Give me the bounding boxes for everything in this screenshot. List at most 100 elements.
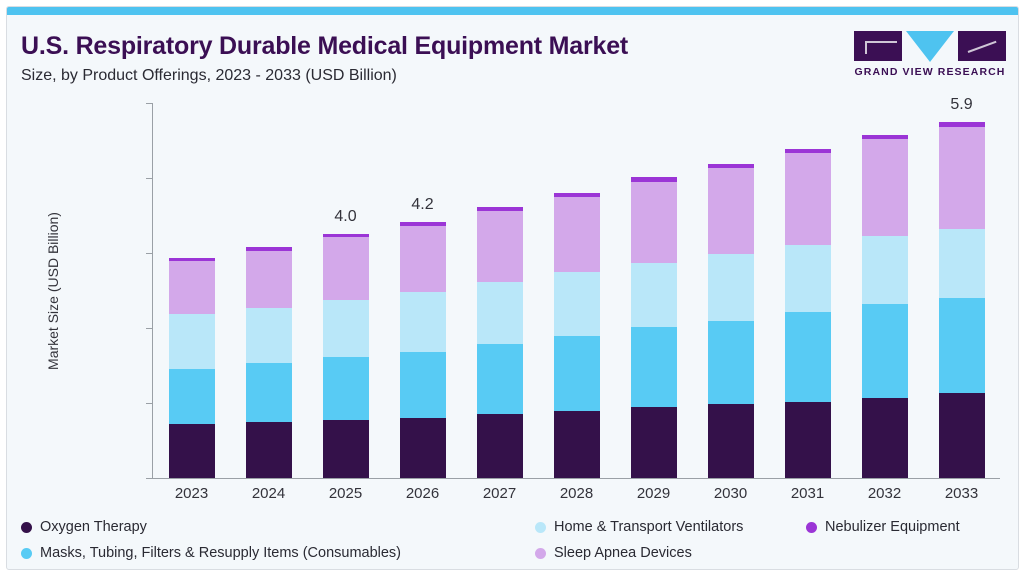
- bar-segment[interactable]: [861, 304, 908, 398]
- x-axis-tick-label: 2023: [174, 485, 209, 502]
- bar-segment[interactable]: [784, 148, 831, 153]
- bar-segment[interactable]: [399, 292, 446, 353]
- stacked-bar[interactable]: [938, 122, 985, 478]
- bar-segment[interactable]: [245, 247, 292, 251]
- bar-segment[interactable]: [245, 308, 292, 363]
- bar-segment[interactable]: [168, 368, 215, 425]
- bar-group-2032[interactable]: [861, 103, 908, 478]
- bar-segment[interactable]: [630, 177, 677, 182]
- bar-segment[interactable]: [630, 327, 677, 408]
- bar-segment[interactable]: [553, 411, 600, 478]
- bar-group-2030[interactable]: [707, 103, 754, 478]
- bar-segment[interactable]: [322, 419, 369, 478]
- x-axis-tick-label: 2024: [251, 485, 286, 502]
- legend-label: Home & Transport Ventilators: [554, 519, 744, 535]
- bar-segment[interactable]: [707, 254, 754, 321]
- stacked-bar[interactable]: [861, 134, 908, 478]
- bar-segment[interactable]: [168, 258, 215, 262]
- bar-segment[interactable]: [245, 422, 292, 478]
- bar-segment[interactable]: [245, 250, 292, 308]
- bar-segment[interactable]: [168, 424, 215, 478]
- bar-segment[interactable]: [476, 282, 523, 345]
- bar-group-2033[interactable]: 5.9: [938, 96, 985, 478]
- grand-view-research-logo: GRAND VIEW RESEARCH: [854, 31, 1006, 83]
- x-axis-tick-label: 2031: [790, 485, 825, 502]
- page-title: U.S. Respiratory Durable Medical Equipme…: [21, 32, 629, 60]
- bar-group-2025[interactable]: 4.0: [322, 103, 369, 478]
- bar-group-2028[interactable]: [553, 103, 600, 478]
- bar-segment[interactable]: [168, 314, 215, 369]
- bar-segment[interactable]: [784, 312, 831, 402]
- x-axis-tick-label: 2033: [944, 485, 979, 502]
- bar-segment[interactable]: [707, 168, 754, 255]
- chart-legend: Oxygen Therapy Masks, Tubing, Filters & R…: [21, 511, 1011, 567]
- bar-segment[interactable]: [399, 418, 446, 478]
- bar-value-label: 5.9: [950, 96, 973, 114]
- bar-segment[interactable]: [784, 401, 831, 478]
- bar-segment[interactable]: [861, 398, 908, 478]
- bar-segment[interactable]: [322, 357, 369, 420]
- bar-value-label: 4.2: [411, 196, 434, 214]
- bar-segment[interactable]: [784, 244, 831, 313]
- bar-segment[interactable]: [476, 344, 523, 415]
- stacked-bar[interactable]: [553, 193, 600, 478]
- bar-group-2026[interactable]: 4.2: [399, 103, 446, 478]
- bar-segment[interactable]: [938, 229, 985, 298]
- bar-segment[interactable]: [476, 207, 523, 212]
- bar-segment[interactable]: [938, 122, 985, 127]
- stacked-bar[interactable]: [245, 247, 292, 478]
- stacked-bar[interactable]: [630, 177, 677, 478]
- page-subtitle: Size, by Product Offerings, 2023 - 2033 …: [21, 67, 397, 84]
- legend-item[interactable]: Masks, Tubing, Filters & Resupply Items …: [21, 545, 401, 561]
- bar-segment[interactable]: [938, 298, 985, 393]
- bar-segment[interactable]: [938, 393, 985, 478]
- stacked-bar[interactable]: [784, 148, 831, 478]
- stacked-bar[interactable]: [322, 233, 369, 478]
- legend-item[interactable]: Oxygen Therapy: [21, 519, 147, 535]
- bar-segment[interactable]: [707, 404, 754, 478]
- bar-group-2029[interactable]: [630, 103, 677, 478]
- bar-segment[interactable]: [707, 320, 754, 405]
- bar-segment[interactable]: [553, 193, 600, 197]
- bar-segment[interactable]: [322, 233, 369, 238]
- stacked-bar[interactable]: [707, 163, 754, 478]
- stacked-bar[interactable]: [168, 258, 215, 478]
- bar-segment[interactable]: [476, 211, 523, 283]
- bar-segment[interactable]: [476, 414, 523, 478]
- bar-segment[interactable]: [861, 139, 908, 237]
- chart-header: U.S. Respiratory Durable Medical Equipme…: [7, 15, 1018, 93]
- bar-segment[interactable]: [784, 153, 831, 245]
- bar-segment[interactable]: [553, 335, 600, 412]
- legend-color-swatch-icon: [535, 547, 546, 559]
- stacked-bar[interactable]: [399, 222, 446, 478]
- bar-group-2024[interactable]: [245, 103, 292, 478]
- bar-segment[interactable]: [322, 237, 369, 300]
- x-axis-tick-label: 2025: [328, 485, 363, 502]
- y-axis-line: [152, 103, 153, 478]
- bar-segment[interactable]: [630, 407, 677, 478]
- bar-segment[interactable]: [861, 134, 908, 140]
- bar-segment[interactable]: [168, 261, 215, 315]
- stacked-bar[interactable]: [476, 207, 523, 478]
- bar-group-2027[interactable]: [476, 103, 523, 478]
- bar-group-2023[interactable]: [168, 103, 215, 478]
- bar-group-2031[interactable]: [784, 103, 831, 478]
- bar-segment[interactable]: [399, 352, 446, 418]
- bar-segment[interactable]: [322, 299, 369, 358]
- legend-item[interactable]: Sleep Apnea Devices: [535, 545, 692, 561]
- legend-item[interactable]: Home & Transport Ventilators: [535, 519, 743, 535]
- bar-segment[interactable]: [707, 163, 754, 168]
- bar-segment[interactable]: [861, 236, 908, 305]
- y-axis-tick-mark: [146, 178, 152, 179]
- bar-segment[interactable]: [553, 272, 600, 336]
- bar-segment[interactable]: [553, 196, 600, 273]
- bar-segment[interactable]: [938, 126, 985, 230]
- legend-item[interactable]: Nebulizer Equipment: [806, 519, 960, 535]
- bar-segment[interactable]: [399, 222, 446, 227]
- x-axis-tick-label: 2030: [713, 485, 748, 502]
- bar-segment[interactable]: [630, 263, 677, 328]
- bar-segment[interactable]: [399, 226, 446, 293]
- x-axis-tick-label: 2027: [482, 485, 517, 502]
- bar-segment[interactable]: [245, 363, 292, 423]
- bar-segment[interactable]: [630, 181, 677, 263]
